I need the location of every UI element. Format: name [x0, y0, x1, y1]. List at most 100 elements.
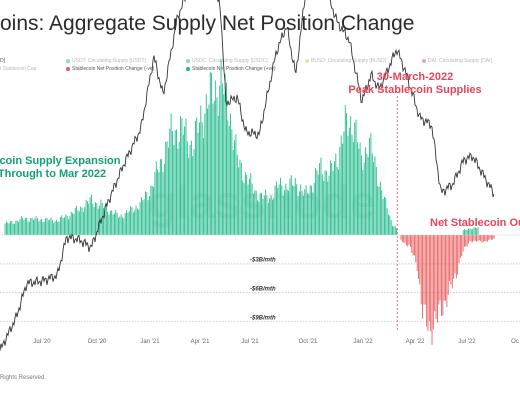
bar: [204, 113, 206, 235]
bar: [104, 205, 106, 235]
bar: [208, 104, 210, 235]
bar: [476, 228, 478, 235]
bar: [215, 80, 217, 235]
bar: [311, 185, 312, 235]
bar: [386, 208, 388, 235]
bar: [480, 235, 482, 242]
bar: [334, 161, 335, 235]
bar: [16, 220, 18, 235]
legend-dot-icon: [66, 67, 70, 71]
bar: [493, 235, 495, 239]
bar: [113, 213, 115, 235]
bar: [234, 140, 235, 235]
x-tick-label: Apr '22: [406, 339, 425, 345]
bar: [457, 235, 459, 275]
bar: [139, 202, 141, 235]
bar: [424, 235, 426, 305]
bar: [459, 235, 461, 258]
bar: [77, 210, 79, 235]
bar: [131, 207, 133, 235]
bar: [97, 208, 99, 235]
bar: [124, 213, 126, 235]
bar: [50, 217, 52, 235]
bar: [313, 182, 315, 235]
bar: [367, 156, 369, 235]
legend-item-busd[interactable]: BUSD: Circulating Supply [BUSD]: [305, 58, 386, 64]
bar: [329, 160, 331, 235]
bar: [458, 235, 460, 264]
bar: [167, 147, 169, 235]
bar: [365, 147, 366, 235]
bar: [432, 235, 434, 330]
bar: [492, 235, 494, 240]
bar: [274, 185, 276, 235]
bar: [369, 137, 370, 235]
bar: [351, 134, 353, 235]
bar: [438, 235, 440, 305]
bar: [321, 174, 323, 235]
bar: [11, 221, 13, 235]
bar: [474, 235, 476, 241]
bar: [61, 215, 63, 235]
bar: [343, 131, 345, 235]
bar: [192, 156, 194, 235]
bar: [465, 229, 467, 235]
bar: [282, 195, 284, 235]
bar: [35, 215, 37, 235]
bar: [4, 223, 6, 235]
bar: [416, 235, 418, 271]
bar: [34, 218, 36, 235]
bar: [140, 197, 142, 235]
bar: [263, 195, 265, 235]
bar: [445, 235, 446, 301]
bar: [396, 228, 397, 235]
bar: [482, 235, 484, 242]
bar: [423, 235, 425, 305]
bar: [126, 210, 127, 235]
bar: [392, 225, 393, 235]
annotation-contraction: Net Stablecoin Ou: [430, 217, 520, 229]
footer-copyright: Rights Reserved.: [0, 375, 47, 381]
bar: [371, 153, 373, 235]
bar: [172, 131, 173, 235]
bar: [409, 235, 411, 248]
bar: [347, 136, 349, 235]
bar: [427, 235, 429, 331]
bar: [449, 235, 450, 281]
bar: [259, 192, 261, 235]
bar: [415, 235, 417, 263]
bar: [84, 207, 86, 235]
bar: [107, 211, 109, 235]
bar: [358, 148, 360, 235]
bar: [262, 198, 264, 235]
bar: [481, 235, 483, 243]
annotation-expansion-line1: blecoin Supply Expansion: [0, 155, 121, 167]
bar: [379, 181, 381, 235]
legend-item-dai[interactable]: DAI: Circulating Supply [DAI]: [422, 58, 492, 64]
bar: [469, 235, 471, 242]
bar: [472, 235, 473, 243]
legend-item-usdc[interactable]: USDC: Circulating Supply [USDC]: [186, 58, 268, 64]
bar: [108, 214, 110, 235]
bar: [100, 199, 102, 235]
reference-line-label: -$9B/mth: [250, 315, 276, 321]
bar: [122, 217, 123, 235]
bar: [373, 162, 375, 235]
bar: [120, 214, 122, 235]
bar: [285, 183, 287, 235]
bar: [211, 72, 213, 235]
bar: [45, 218, 46, 235]
bar: [442, 235, 444, 316]
bar: [92, 203, 94, 235]
legend-item-usdt[interactable]: USDT: Circulating Supply [USDT]: [66, 58, 146, 64]
bar: [436, 235, 438, 323]
bar: [244, 172, 246, 235]
bar: [190, 140, 192, 235]
bar: [441, 235, 442, 316]
bar: [414, 235, 415, 256]
bar: [62, 218, 64, 235]
legend-item-negative[interactable]: Stablecoin Net Position Change (-ve): [66, 66, 154, 72]
bar: [188, 157, 190, 235]
bar: [65, 214, 67, 235]
legend-item-positive[interactable]: Stablecoin Net Position Change (+ve): [186, 66, 276, 72]
